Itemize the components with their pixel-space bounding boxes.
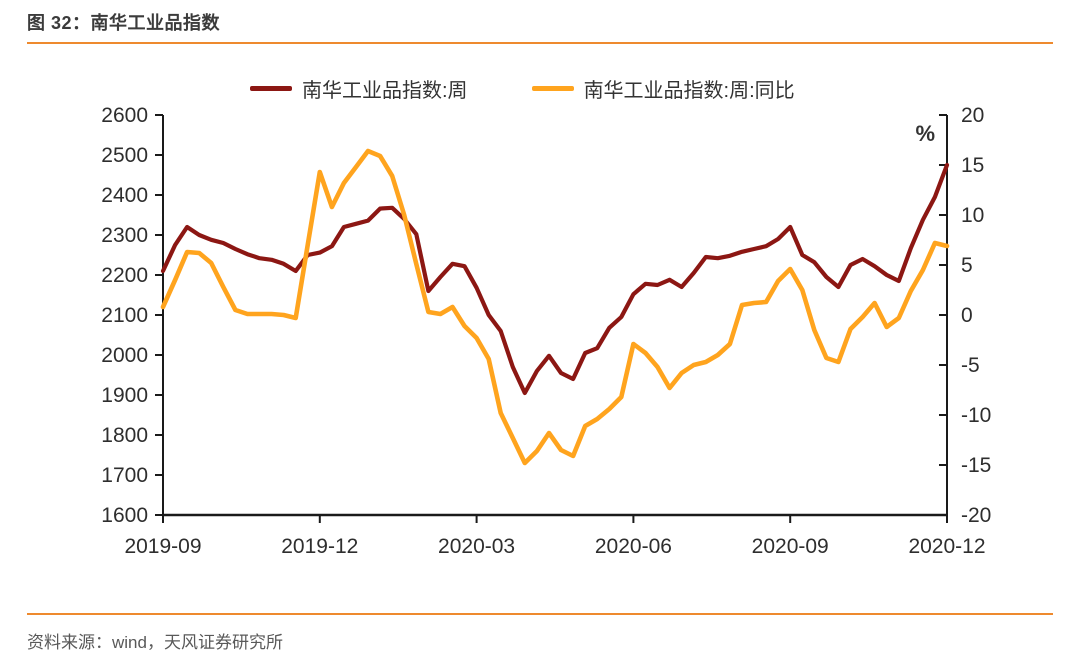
percent-unit-label: % <box>915 121 935 146</box>
right-axis-tick-label: -20 <box>961 504 991 527</box>
right-axis-tick-label: -5 <box>961 354 980 377</box>
x-axis-tick-label: 2020-09 <box>752 535 829 558</box>
right-axis-tick-label: 20 <box>961 104 984 127</box>
red-line-swatch <box>250 86 292 91</box>
legend-item-index: 南华工业品指数:周 <box>250 74 468 103</box>
left-axis-tick-label: 2400 <box>101 184 148 207</box>
top-divider <box>27 42 1053 44</box>
right-axis-tick-label: 15 <box>961 154 984 177</box>
right-axis-tick-label: -15 <box>961 454 991 477</box>
x-axis-tick-label: 2019-09 <box>124 535 201 558</box>
left-axis-tick-label: 2200 <box>101 264 148 287</box>
x-axis-tick-label: 2019-12 <box>281 535 358 558</box>
right-axis-tick-label: 10 <box>961 204 984 227</box>
bottom-divider <box>27 613 1053 615</box>
right-axis-tick-label: 0 <box>961 304 973 327</box>
left-axis-tick-label: 2000 <box>101 344 148 367</box>
legend-item-yoy: 南华工业品指数:周:同比 <box>531 74 795 103</box>
source-text: 资料来源：wind，天风证券研究所 <box>27 633 283 652</box>
orange-line-swatch <box>531 86 574 91</box>
index-yoy-line <box>160 148 950 466</box>
x-axis-tick-label: 2020-03 <box>438 535 515 558</box>
left-axis-tick-label: 1700 <box>101 464 148 487</box>
legend-label-index: 南华工业品指数:周 <box>302 80 468 102</box>
right-axis-tick-label: 5 <box>961 254 973 277</box>
legend-label-yoy: 南华工业品指数:周:同比 <box>583 80 795 102</box>
left-axis-tick-label: 1600 <box>101 504 148 527</box>
left-axis-tick-label: 2500 <box>101 144 148 167</box>
left-axis-tick-label: 2100 <box>101 304 148 327</box>
chart-legend: 南华工业品指数:周 南华工业品指数:周:同比 <box>250 74 795 103</box>
x-axis-tick-label: 2020-06 <box>595 535 672 558</box>
figure-title: 图 32：南华工业品指数 <box>27 13 221 33</box>
x-axis-tick-label: 2020-12 <box>908 535 985 558</box>
left-axis-tick-label: 2300 <box>101 224 148 247</box>
index-weekly-line <box>160 162 950 396</box>
right-axis-tick-label: -10 <box>961 404 991 427</box>
left-axis-tick-label: 1800 <box>101 424 148 447</box>
left-axis-tick-label: 2600 <box>101 104 148 127</box>
left-axis-tick-label: 1900 <box>101 384 148 407</box>
